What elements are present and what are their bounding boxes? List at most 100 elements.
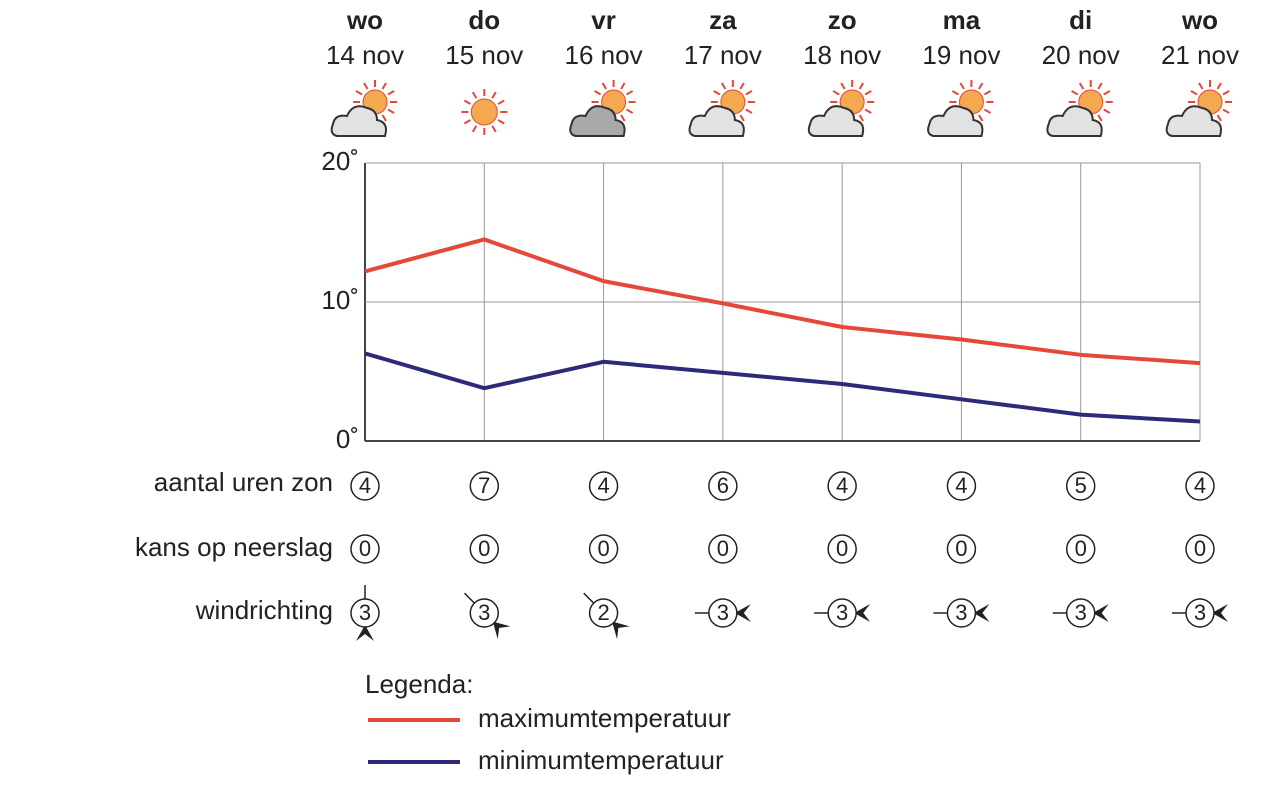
weather-icon [807,80,875,137]
sun-ray [864,90,872,96]
wind-arrow [463,592,511,640]
wind-value: 3 [717,600,729,625]
sun-ray [1078,82,1085,90]
value-circle [469,471,500,501]
y-tick-label: 0˚ [336,424,359,454]
sun [470,98,498,126]
weather-icon [330,80,397,137]
weather-icon [688,80,755,137]
value-circle [708,534,738,564]
value-circle [827,598,857,628]
legend-label: maximumtemperatuur [478,703,731,733]
sun-ray [832,90,840,96]
row-label: aantal uren zon [154,467,333,497]
value-circle [1065,534,1096,564]
sun-ray [387,108,395,114]
sun-ray [387,90,395,96]
sun-ray [1216,82,1222,90]
precipitation-value: 0 [359,536,371,561]
date-label: 18 nov [803,40,881,70]
sun-ray [355,90,363,96]
sun-ray [840,82,846,90]
temperature-line [364,237,1201,366]
sun-ray [620,114,626,122]
wind-head [492,621,511,640]
wind-arrow [933,604,990,622]
wind-arrow [694,604,751,622]
date-label: 20 nov [1042,40,1120,70]
sun-hours-value: 4 [597,473,609,498]
wind-value: 3 [359,600,371,625]
value-circle [350,471,380,501]
sun-ray [601,82,607,90]
cloud [1046,105,1103,137]
date-label: 14 nov [326,40,404,70]
sun-hours-value: 6 [717,473,729,498]
sun-ray [1071,90,1079,96]
value-circle [1065,598,1096,628]
day-label: di [1069,5,1092,35]
cloud [569,105,626,137]
precipitation-value: 0 [478,536,490,561]
sun-hours-value: 7 [478,473,490,498]
cloud [927,105,984,137]
sun-ray [1190,90,1198,96]
value-circle [350,598,380,628]
day-label: zo [828,5,857,35]
date-label: 17 nov [684,40,762,70]
sun-ray [497,99,505,105]
sun-ray [978,114,984,122]
wind-tail [583,592,595,604]
sun-ray [720,82,727,90]
weather-icon [927,80,994,137]
wind-arrow [1052,604,1109,622]
legend-title: Legenda: [365,669,473,699]
sun-ray [983,90,991,96]
legend-label: minimumtemperatuur [478,745,724,775]
sun-ray [1097,82,1103,90]
sun-ray [1103,108,1111,114]
value-circle [1065,471,1096,501]
wind-head [356,625,374,641]
sun-ray [381,82,387,90]
sun-ray [983,108,991,114]
value-circle [827,471,857,501]
wind-head [854,604,871,622]
wind-value: 3 [1194,600,1206,625]
wind-head [612,621,630,640]
weather-icon [461,89,508,135]
value-circle [588,598,619,628]
value-circle [588,471,619,501]
sun-ray [626,108,634,114]
value-circle [1185,471,1215,501]
cloud [807,105,865,137]
cloud [1165,105,1222,137]
value-circle [946,534,977,564]
sun-ray [1097,114,1103,122]
sun-ray [739,114,745,122]
date-label: 16 nov [565,40,643,70]
day-label: wo [346,5,383,35]
value-circle [469,534,500,564]
weather-icon [1046,80,1113,137]
wind-arrow [814,604,871,622]
precipitation-value: 0 [1194,536,1206,561]
sun-ray [363,82,369,90]
sun-ray [497,119,505,125]
sun-ray [620,82,626,90]
date-label: 15 nov [445,40,523,70]
value-circle [588,534,619,564]
y-tick-label: 20˚ [321,146,359,176]
sun-ray [626,90,634,96]
sun-ray [491,125,497,133]
wind-arrow [1172,604,1228,622]
wind-value: 3 [955,600,967,625]
wind-value: 3 [836,600,848,625]
sun-ray [858,82,865,90]
sun-ray [858,114,865,122]
sun-ray [1222,90,1230,96]
sun-ray [463,99,471,105]
sun-hours-value: 4 [359,473,371,498]
wind-arrow [583,592,630,640]
